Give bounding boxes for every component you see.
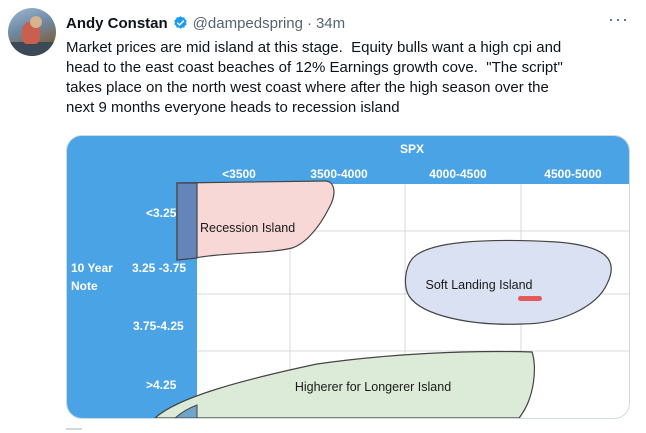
col-label-2: 3500-4000: [310, 167, 368, 181]
row-label-1: <3.25: [146, 206, 177, 220]
soft-landing-island-shape: [404, 239, 612, 325]
col-label-1: <3500: [222, 167, 256, 181]
higher-island-shape: [154, 350, 536, 418]
soft-landing-island-label: Soft Landing Island: [425, 278, 532, 292]
recession-island-label: Recession Island: [200, 221, 295, 235]
note-axis-title-line1: 10 Year: [71, 261, 113, 275]
note-axis-title-line2: Note: [71, 279, 98, 293]
higher-island-label: Higherer for Longerer Island: [295, 380, 451, 394]
market-price-marker: [518, 296, 542, 301]
verified-badge-icon: [173, 15, 187, 29]
tweet-image[interactable]: SPX <3500 3500-4000 4000-4500 4500-5000 …: [66, 135, 630, 419]
higher-island-overlap: [174, 404, 198, 418]
row-label-2: 3.25 -3.75: [132, 261, 186, 275]
row-label-3: 3.75-4.25: [133, 319, 184, 333]
author-name[interactable]: Andy Constan: [66, 14, 168, 32]
left-axis-band: [67, 136, 197, 418]
tweet-header: Andy Constan @dampedspring · 34m: [66, 13, 345, 33]
island-map-chart: SPX <3500 3500-4000 4000-4500 4500-5000 …: [67, 136, 629, 418]
recession-island-overlap: [176, 182, 198, 261]
more-horizontal-icon[interactable]: ···: [608, 9, 629, 29]
author-handle[interactable]: @dampedspring: [192, 14, 303, 32]
tweet-text: Market prices are mid island at this sta…: [66, 39, 563, 116]
divider: [66, 428, 82, 430]
row-label-4: >4.25: [146, 378, 177, 392]
timestamp[interactable]: 34m: [315, 14, 346, 32]
spx-axis-title: SPX: [400, 142, 424, 156]
col-label-4: 4500-5000: [544, 167, 602, 181]
col-label-3: 4000-4500: [429, 167, 487, 181]
avatar[interactable]: [8, 8, 56, 56]
separator-dot: ·: [306, 14, 312, 32]
recession-island-shape: [176, 180, 335, 261]
